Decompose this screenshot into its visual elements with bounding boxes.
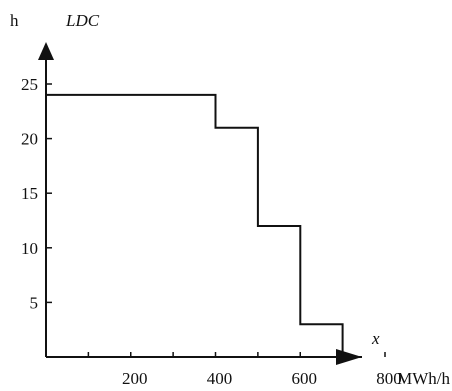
x-axis-arrow	[336, 349, 362, 365]
x-tick-label: 400	[207, 369, 233, 388]
ticks: 200 400 600 800 5 10 15 20 25	[21, 75, 402, 388]
y-tick-label: 5	[30, 293, 39, 312]
x-tick-label: 600	[292, 369, 318, 388]
y-tick-label: 25	[21, 75, 38, 94]
x-tick-label: 200	[122, 369, 148, 388]
y-tick-label: 15	[21, 184, 38, 203]
y-tick-label: 20	[21, 130, 38, 149]
y-axis-label: h	[10, 11, 19, 30]
axes	[38, 42, 362, 365]
curve-label: LDC	[65, 11, 100, 30]
axis-labels: h LDC x MWh/h	[10, 11, 450, 388]
series	[46, 93, 344, 357]
x-axis-symbol: x	[371, 329, 380, 348]
y-tick-label: 10	[21, 239, 38, 258]
y-axis-arrow	[38, 42, 54, 60]
x-axis-label: MWh/h	[397, 369, 450, 388]
x-tick-label: 800	[376, 369, 402, 388]
ldc-step-line	[46, 93, 344, 357]
